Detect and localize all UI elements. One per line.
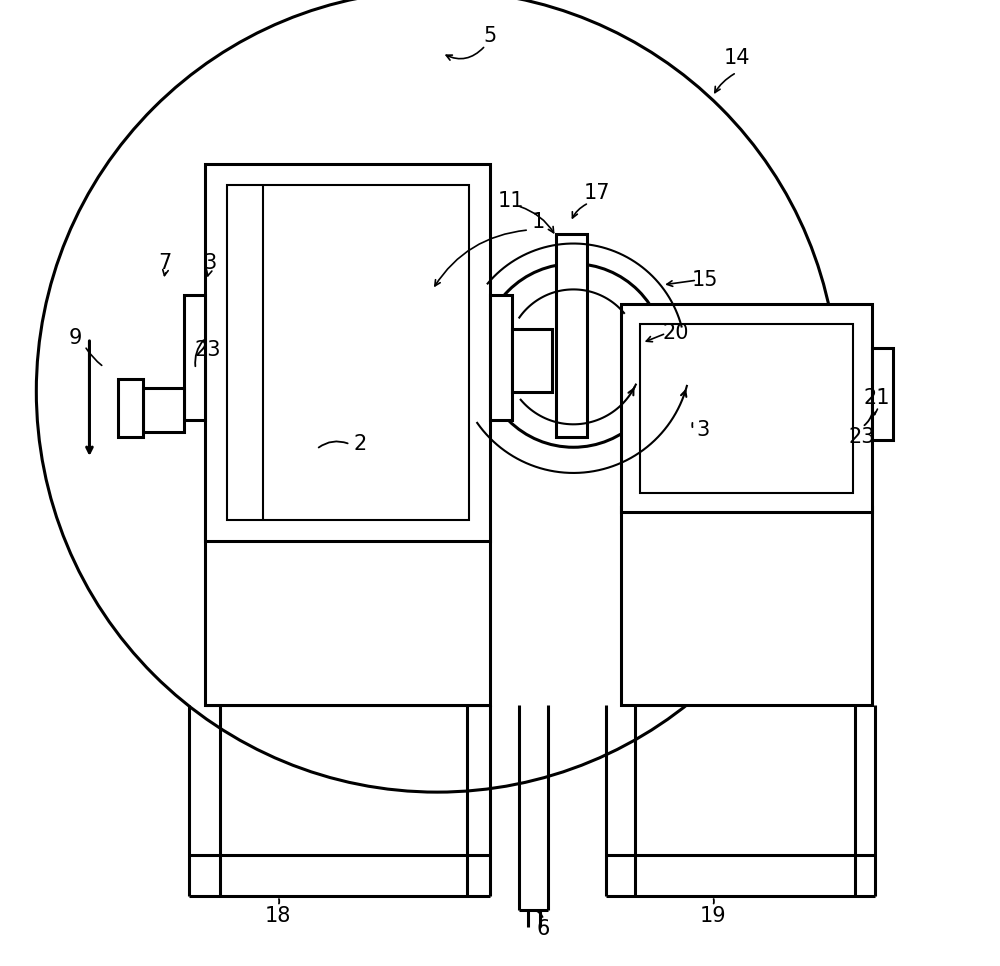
- Text: 3: 3: [696, 420, 709, 440]
- Text: 3: 3: [204, 253, 217, 272]
- Text: 20: 20: [663, 324, 689, 343]
- Bar: [205, 531, 490, 705]
- Text: 19: 19: [699, 906, 726, 925]
- Text: 5: 5: [484, 26, 497, 45]
- Text: 1: 1: [532, 213, 545, 232]
- Text: 6: 6: [537, 920, 550, 939]
- Bar: [621, 507, 872, 705]
- Bar: [143, 388, 184, 432]
- Text: 11: 11: [497, 191, 524, 211]
- Bar: [118, 379, 143, 437]
- Bar: [621, 304, 872, 512]
- Circle shape: [36, 0, 838, 792]
- Text: 2: 2: [353, 435, 367, 454]
- Text: 7: 7: [158, 253, 171, 272]
- Bar: [872, 348, 893, 440]
- Text: 14: 14: [723, 48, 750, 68]
- Bar: [512, 329, 552, 392]
- Text: 18: 18: [265, 906, 291, 925]
- Bar: [490, 295, 512, 420]
- Text: 21: 21: [863, 388, 890, 408]
- Bar: [205, 164, 490, 541]
- Text: 9: 9: [68, 328, 82, 348]
- Bar: [227, 185, 469, 520]
- Bar: [556, 234, 587, 437]
- Text: 23: 23: [849, 427, 876, 446]
- Circle shape: [482, 264, 665, 447]
- Bar: [184, 295, 205, 420]
- Text: 15: 15: [692, 270, 718, 290]
- Text: 23: 23: [194, 340, 221, 359]
- Bar: [640, 324, 853, 493]
- Text: 17: 17: [583, 184, 610, 203]
